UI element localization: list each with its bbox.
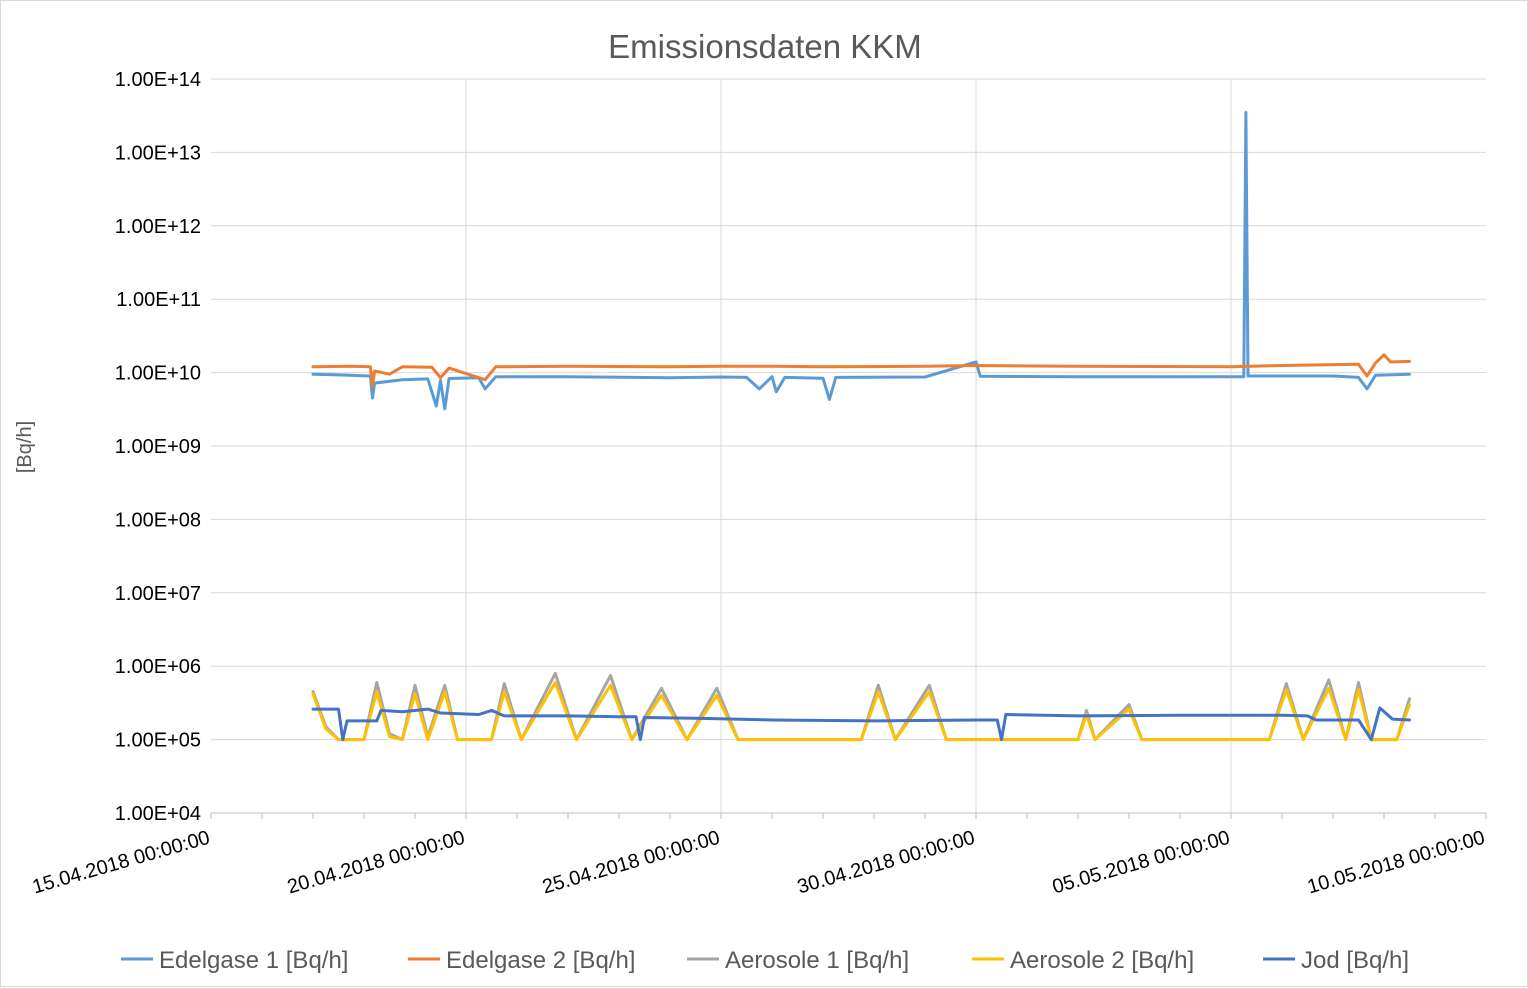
y-tick-label: 1.00E+13 [115,142,201,164]
tick-labels: 1.00E+04 1.00E+05 1.00E+06 1.00E+07 1.00E+08… [30,69,1487,898]
axes [210,812,1487,819]
series-line-3 [311,671,1411,742]
x-tick-label: 20.04.2018 00:00:00 [285,827,467,899]
legend-label: Aerosole 2 [Bq/h] [1010,947,1194,974]
series-line-1 [311,111,1411,411]
y-tick-label: 1.00E+07 [115,583,201,605]
legend-label: Edelgase 1 [Bq/h] [159,947,348,974]
grid [211,78,1486,813]
x-tick-label: 30.04.2018 00:00:00 [795,827,977,899]
legend-label: Aerosole 1 [Bq/h] [725,947,909,974]
series-line-4 [311,681,1411,742]
y-tick-label: 1.00E+12 [115,216,201,238]
legend: Edelgase 1 [Bq/h] Edelgase 2 [Bq/h] Aeroso… [121,947,1409,974]
legend-label: Edelgase 2 [Bq/h] [446,947,635,974]
y-tick-label: 1.00E+04 [115,803,201,825]
x-tick-label: 10.05.2018 00:00:00 [1305,827,1487,899]
y-tick-label: 1.00E+05 [115,730,201,752]
x-tick-label: 15.04.2018 00:00:00 [30,827,212,899]
y-tick-label: 1.00E+09 [115,436,201,458]
y-axis-label: [Bq/h] [14,421,36,473]
y-tick-label: 1.00E+08 [115,509,201,531]
series-lines [311,111,1411,742]
y-tick-label: 1.00E+14 [115,69,201,91]
series-line-5 [311,706,1411,742]
x-tick-label: 05.05.2018 00:00:00 [1050,827,1232,899]
y-tick-label: 1.00E+06 [115,656,201,678]
chart-title: Emissionsdaten KKM [608,28,922,65]
y-tick-label: 1.00E+10 [115,363,201,385]
series-line-2 [311,353,1411,388]
x-tick-label: 25.04.2018 00:00:00 [540,827,722,899]
legend-label: Jod [Bq/h] [1301,947,1409,974]
y-tick-label: 1.00E+11 [116,289,201,311]
